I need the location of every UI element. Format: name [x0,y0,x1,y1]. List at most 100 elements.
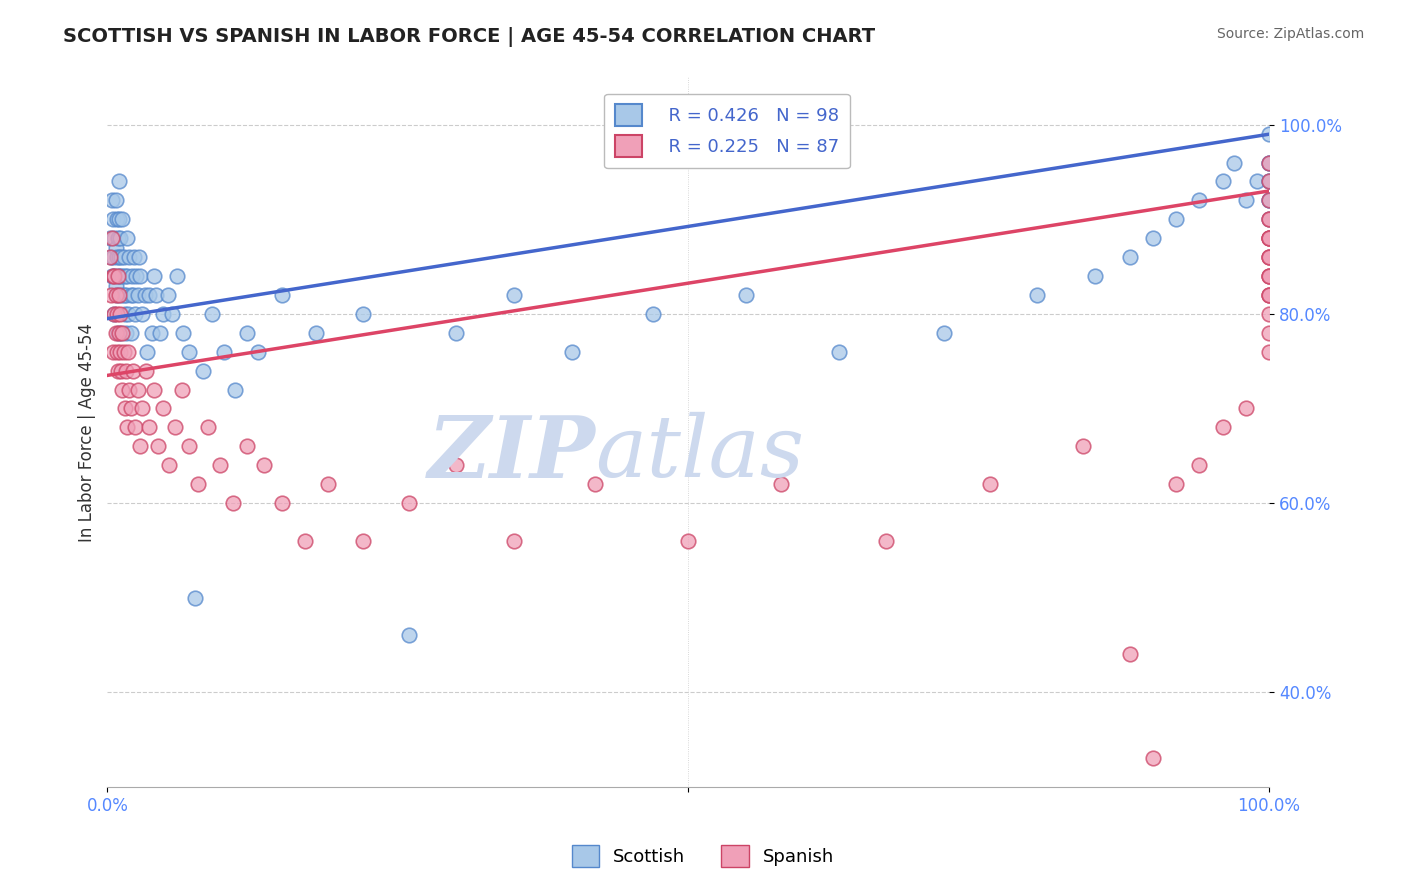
Point [561,344,583,359]
Point [108,288,131,302]
Point [735,288,758,302]
Point [124,307,146,321]
Point [135,344,157,359]
Point [141,326,163,340]
Point [127,288,149,302]
Point [103,268,125,283]
Point [875,533,897,548]
Point [201,307,224,321]
Point [1258,344,1281,359]
Point [98,250,121,264]
Point [108,344,131,359]
Point [100,288,122,302]
Point [212,344,235,359]
Point [115,231,138,245]
Point [149,326,172,340]
Point [1258,155,1281,169]
Point [122,288,145,302]
Point [110,288,132,302]
Point [1025,288,1047,302]
Point [1212,174,1234,188]
Point [1084,268,1107,283]
Point [101,194,124,208]
Point [104,241,127,255]
Text: SCOTTISH VS SPANISH IN LABOR FORCE | AGE 45-54 CORRELATION CHART: SCOTTISH VS SPANISH IN LABOR FORCE | AGE… [63,27,876,46]
Point [118,250,141,264]
Point [177,344,200,359]
Point [1258,127,1281,141]
Point [114,401,136,416]
Point [1258,250,1281,264]
Point [120,288,142,302]
Point [177,439,200,453]
Point [187,477,209,491]
Point [107,326,129,340]
Point [103,307,125,321]
Point [398,628,420,642]
Point [124,420,146,434]
Point [108,231,131,245]
Point [103,268,125,283]
Point [676,533,699,548]
Point [1234,194,1257,208]
Point [583,477,606,491]
Point [444,458,467,473]
Point [103,231,125,245]
Point [142,268,165,283]
Point [103,307,125,321]
Point [122,250,145,264]
Point [104,288,127,302]
Point [98,231,121,245]
Point [145,288,167,302]
Point [294,533,316,548]
Point [148,439,170,453]
Point [1258,212,1281,227]
Point [305,326,328,340]
Point [1118,648,1140,662]
Point [128,250,150,264]
Point [105,307,128,321]
Point [1258,326,1281,340]
Point [112,250,135,264]
Point [122,364,145,378]
Point [104,326,127,340]
Point [110,250,132,264]
Point [1258,174,1281,188]
Point [236,326,259,340]
Point [1258,288,1281,302]
Point [224,383,246,397]
Point [1258,250,1281,264]
Point [152,307,174,321]
Point [101,268,124,283]
Point [152,401,174,416]
Point [118,383,141,397]
Point [270,496,292,510]
Point [114,307,136,321]
Point [1258,268,1281,283]
Point [115,268,138,283]
Point [352,533,374,548]
Point [316,477,339,491]
Point [1258,212,1281,227]
Point [209,458,232,473]
Point [112,288,135,302]
Point [1258,288,1281,302]
Point [115,288,138,302]
Point [131,307,153,321]
Point [1246,174,1268,188]
Point [120,401,142,416]
Point [108,174,131,188]
Point [1118,250,1140,264]
Point [1166,212,1188,227]
Point [1258,307,1281,321]
Point [979,477,1001,491]
Point [1212,420,1234,434]
Point [129,268,152,283]
Point [166,268,188,283]
Point [108,326,131,340]
Legend:   R = 0.426   N = 98,   R = 0.225   N = 87: R = 0.426 N = 98, R = 0.225 N = 87 [605,94,849,169]
Point [503,288,526,302]
Point [222,496,245,510]
Point [1258,194,1281,208]
Point [138,288,160,302]
